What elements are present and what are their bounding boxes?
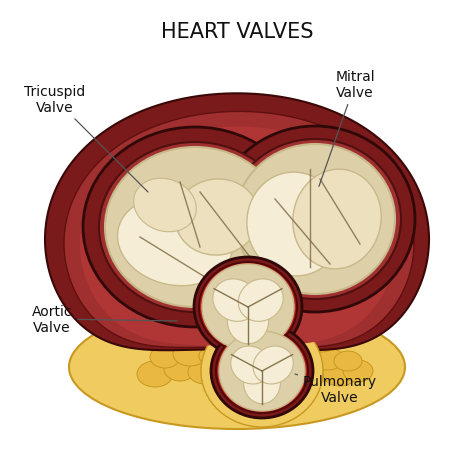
- Ellipse shape: [238, 279, 283, 322]
- Ellipse shape: [216, 329, 308, 413]
- Ellipse shape: [69, 305, 405, 429]
- Ellipse shape: [334, 351, 362, 371]
- Ellipse shape: [164, 357, 196, 381]
- Polygon shape: [45, 94, 429, 350]
- Ellipse shape: [118, 197, 232, 286]
- Ellipse shape: [211, 324, 313, 418]
- Ellipse shape: [134, 179, 196, 232]
- Ellipse shape: [212, 357, 244, 383]
- Ellipse shape: [235, 144, 395, 294]
- Ellipse shape: [213, 279, 258, 322]
- Ellipse shape: [286, 332, 314, 350]
- Ellipse shape: [175, 180, 259, 256]
- Ellipse shape: [219, 332, 305, 411]
- Ellipse shape: [268, 342, 302, 366]
- Ellipse shape: [199, 345, 231, 367]
- Ellipse shape: [150, 346, 180, 368]
- Text: Mitral
Valve: Mitral Valve: [319, 70, 375, 187]
- Ellipse shape: [229, 140, 401, 300]
- Ellipse shape: [99, 143, 291, 313]
- Ellipse shape: [228, 298, 269, 344]
- Ellipse shape: [246, 345, 278, 367]
- Ellipse shape: [309, 334, 335, 352]
- Ellipse shape: [304, 358, 336, 382]
- Ellipse shape: [247, 173, 343, 276]
- Text: Tricuspid
Valve: Tricuspid Valve: [24, 85, 148, 193]
- Ellipse shape: [343, 360, 373, 382]
- Ellipse shape: [235, 359, 269, 383]
- Ellipse shape: [293, 170, 381, 269]
- Ellipse shape: [105, 148, 285, 307]
- Ellipse shape: [253, 346, 293, 384]
- Ellipse shape: [202, 264, 294, 350]
- Ellipse shape: [312, 348, 344, 370]
- Ellipse shape: [231, 346, 271, 384]
- Ellipse shape: [236, 330, 264, 348]
- Ellipse shape: [137, 361, 173, 387]
- Ellipse shape: [323, 362, 357, 386]
- Ellipse shape: [201, 315, 323, 427]
- Ellipse shape: [199, 263, 297, 352]
- Ellipse shape: [262, 332, 288, 349]
- Ellipse shape: [259, 356, 291, 382]
- Ellipse shape: [221, 343, 255, 367]
- Polygon shape: [80, 127, 396, 346]
- Text: Pulmonary
Valve: Pulmonary Valve: [295, 374, 377, 404]
- Ellipse shape: [212, 332, 238, 349]
- Polygon shape: [64, 112, 414, 348]
- Ellipse shape: [281, 361, 315, 385]
- Ellipse shape: [162, 332, 188, 350]
- Text: Aortic
Valve: Aortic Valve: [32, 304, 177, 334]
- Ellipse shape: [215, 127, 415, 313]
- Ellipse shape: [188, 360, 222, 384]
- Ellipse shape: [173, 342, 207, 366]
- Ellipse shape: [89, 315, 385, 420]
- Ellipse shape: [244, 363, 281, 404]
- Ellipse shape: [186, 330, 214, 348]
- Ellipse shape: [194, 257, 302, 357]
- Ellipse shape: [83, 128, 307, 327]
- Ellipse shape: [293, 346, 323, 368]
- Text: HEART VALVES: HEART VALVES: [161, 22, 313, 42]
